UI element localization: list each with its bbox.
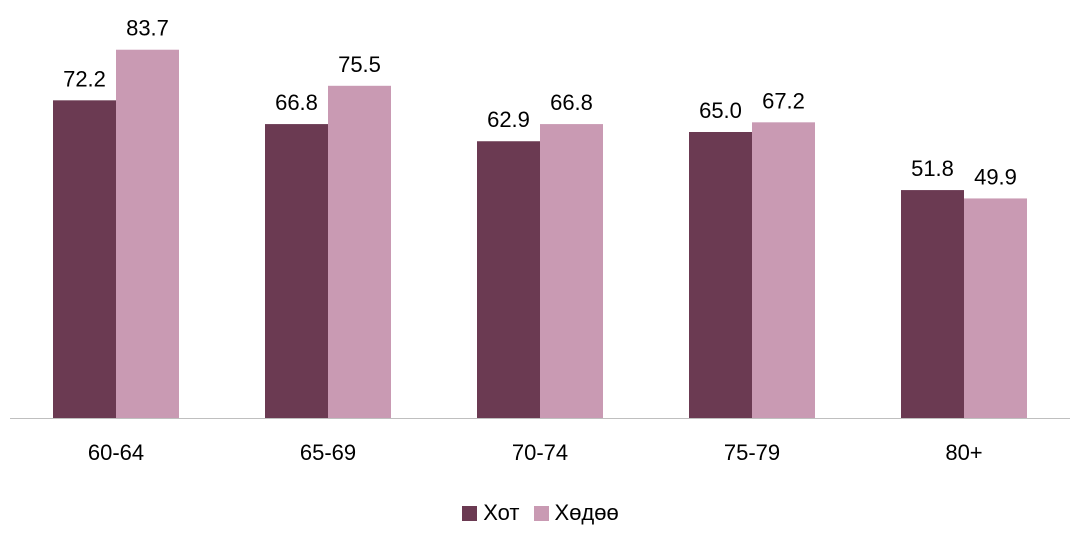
x-tick-label: 75-79 [724,440,780,465]
bar-chart: 72.2 83.7 60-64 66.8 75.5 65-69 62.9 66.8 70-74 6… [10,16,1070,465]
legend-swatch-urban [462,505,478,521]
data-label-urban-65-69: 66.8 [275,90,318,115]
x-tick-label: 65-69 [300,440,356,465]
legend-label-urban: Хот [483,500,520,525]
legend-item-urban: Хот [462,500,520,526]
legend-swatch-rural [533,505,549,521]
legend-item-rural: Хөдөө [533,500,619,526]
bar-urban-60-64 [53,100,116,418]
data-label-urban-80+: 51.8 [911,156,954,181]
data-label-rural-60-64: 83.7 [126,16,169,41]
legend-label-rural: Хөдөө [554,500,619,525]
bar-rural-60-64 [116,49,179,418]
data-label-rural-80+: 49.9 [974,164,1017,189]
data-label-urban-60-64: 72.2 [63,66,106,91]
bar-urban-80+ [901,190,964,418]
bar-urban-65-69 [265,124,328,418]
data-label-urban-70-74: 62.9 [487,107,530,132]
bar-rural-80+ [964,198,1027,418]
bar-rural-70-74 [540,124,603,418]
x-tick-label: 70-74 [512,440,568,465]
data-label-rural-65-69: 75.5 [338,52,381,77]
data-label-urban-75-79: 65.0 [699,98,742,123]
bar-rural-75-79 [752,122,815,418]
bar-rural-65-69 [328,85,391,419]
data-label-rural-70-74: 66.8 [550,90,593,115]
x-tick-label: 80+ [945,440,982,465]
bar-urban-70-74 [477,141,540,419]
data-label-rural-75-79: 67.2 [762,88,805,113]
legend: Хот Хөдөө [0,500,1081,526]
x-tick-label: 60-64 [88,440,144,465]
bar-urban-75-79 [689,132,752,418]
